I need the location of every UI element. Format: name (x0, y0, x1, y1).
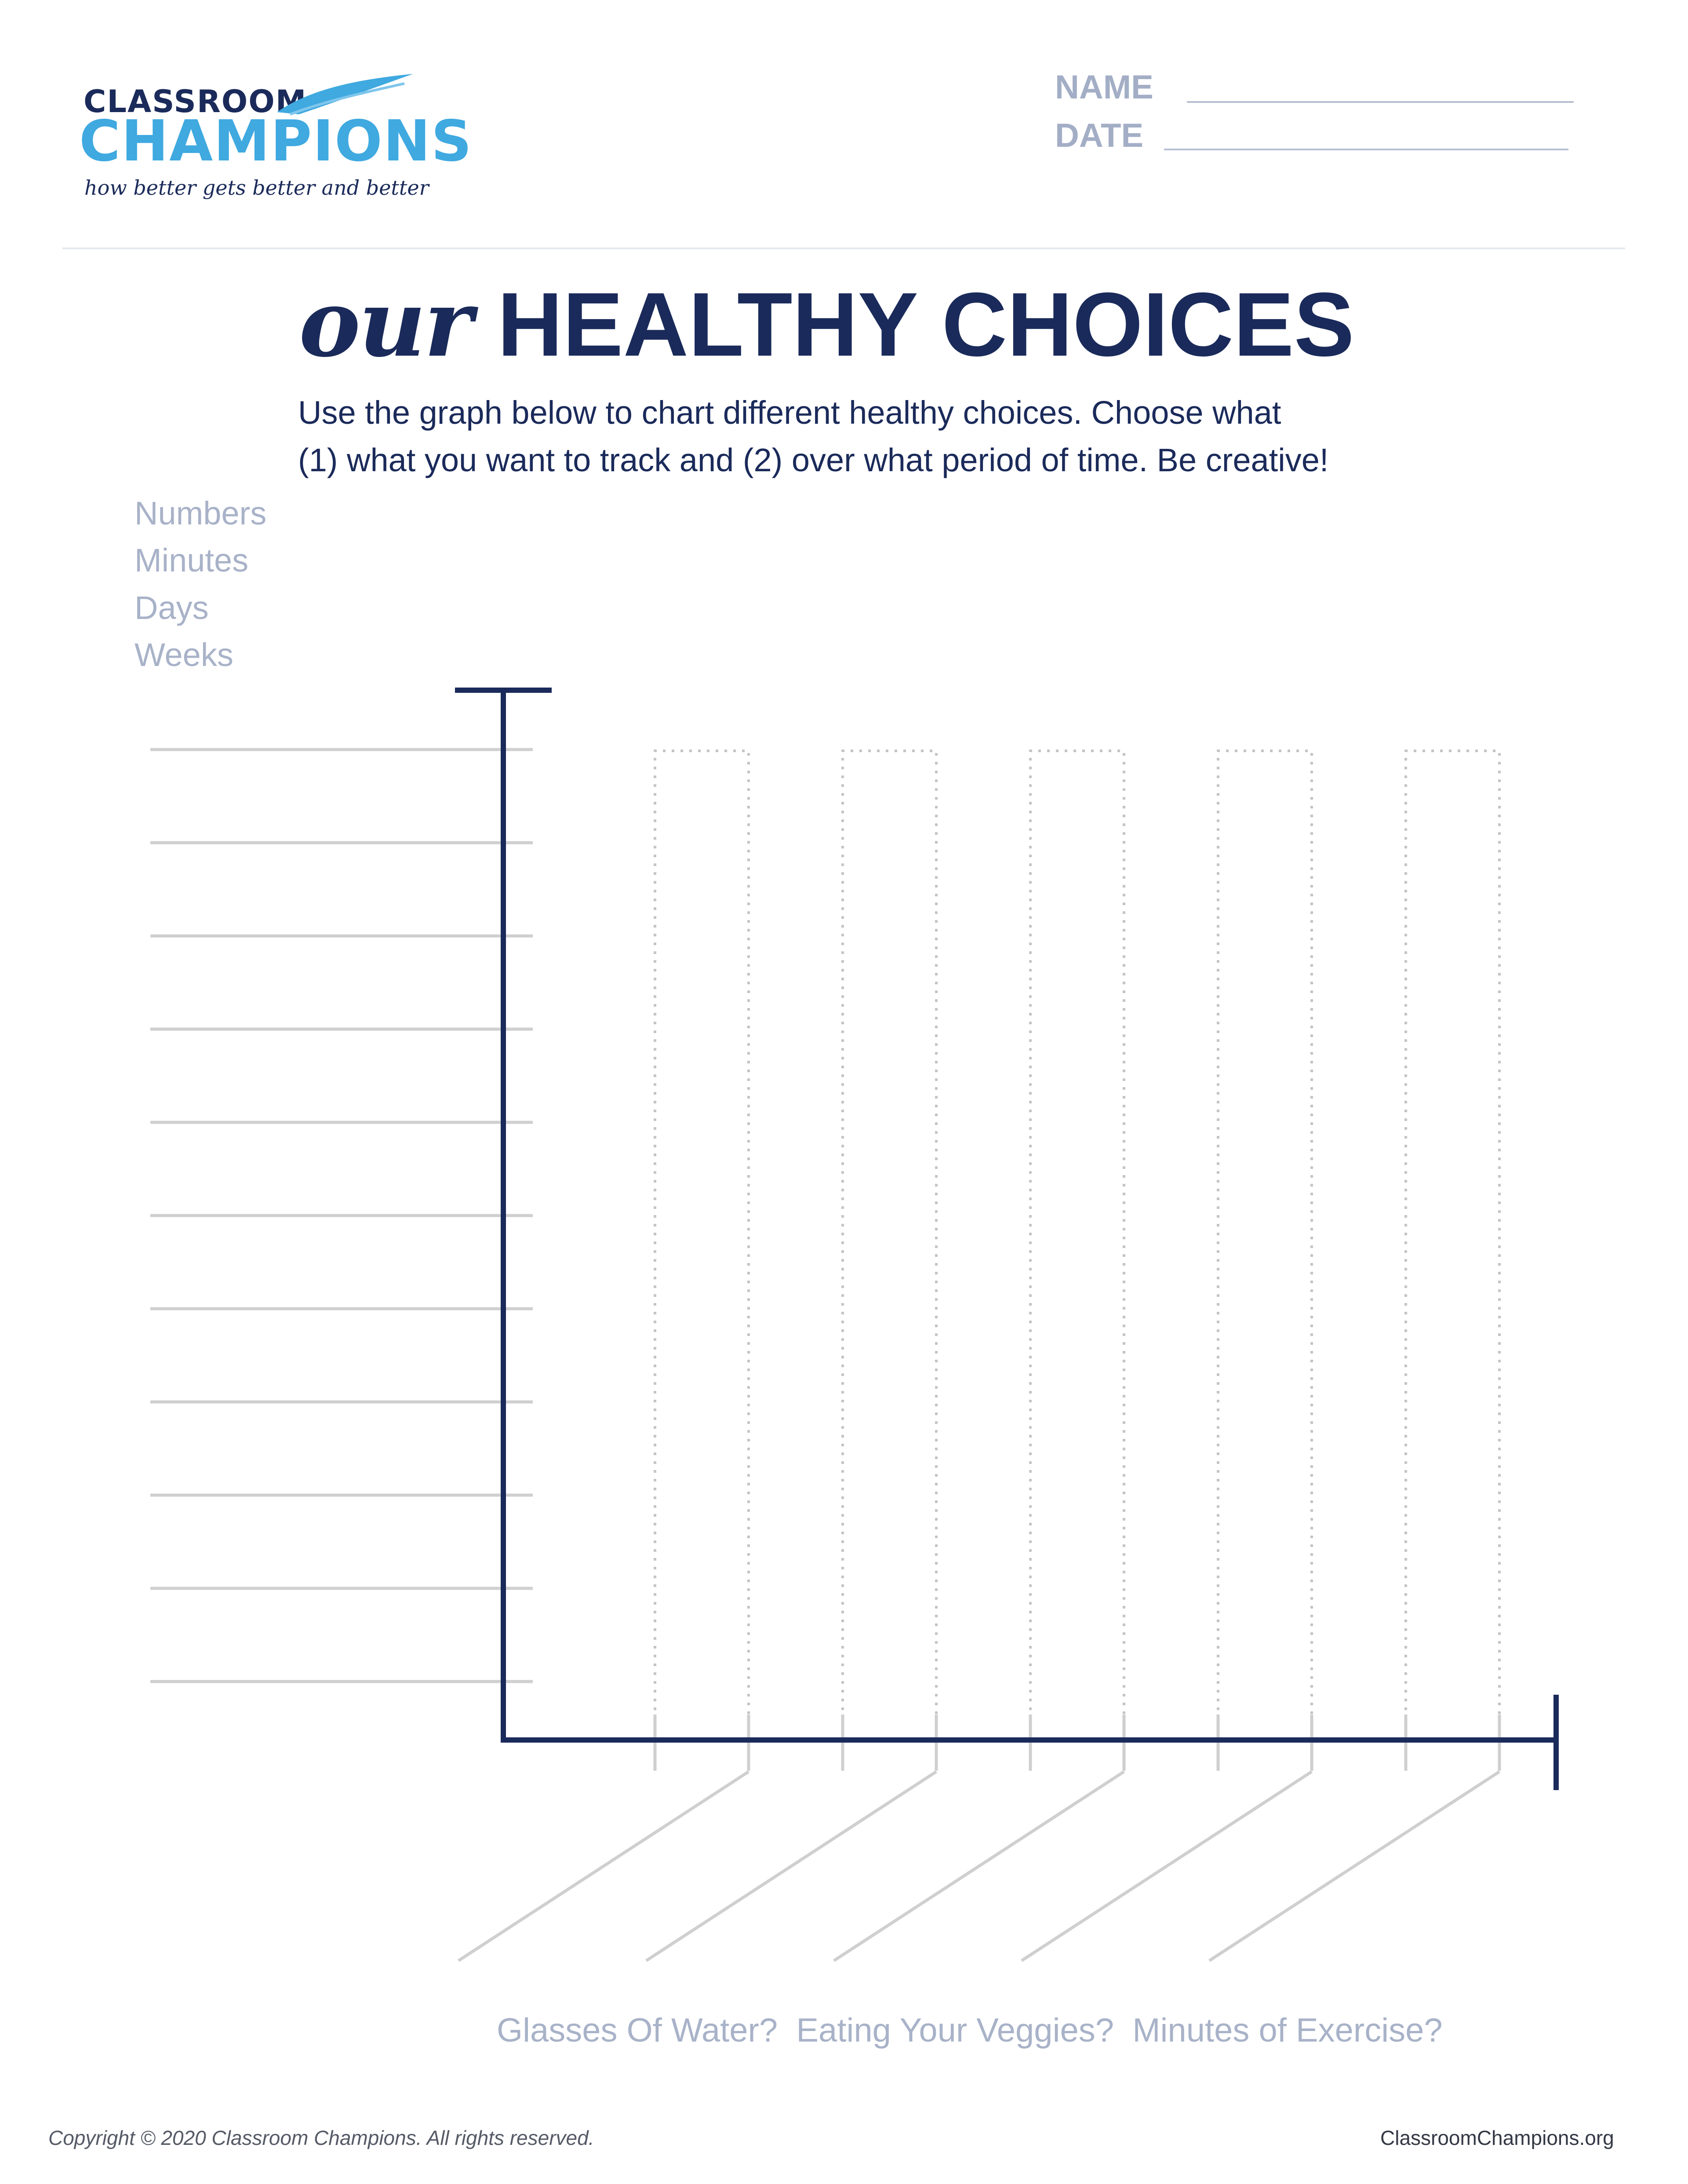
name-field-line[interactable] (1187, 101, 1574, 103)
example-prompts: Glasses Of Water? Eating Your Veggies? M… (497, 2012, 1443, 2049)
unit-option-weeks: Weeks (135, 637, 233, 673)
category-label-line[interactable] (833, 1770, 1125, 1962)
logo-tagline: how better gets better and better (84, 176, 429, 200)
instructions-line-1: Use the graph below to chart different h… (298, 394, 1281, 431)
unit-option-minutes: Minutes (135, 542, 249, 579)
value-label-lines (150, 748, 533, 1683)
instructions: Use the graph below to chart different h… (298, 389, 1661, 484)
instructions-line-2: (1) what you want to track and (2) over … (298, 442, 1329, 478)
date-label: DATE (1055, 117, 1144, 154)
bar-column[interactable] (841, 750, 938, 1736)
bar-column[interactable] (654, 750, 750, 1736)
bar-columns (654, 750, 1501, 1736)
bar-column[interactable] (1029, 750, 1125, 1736)
category-label-line[interactable] (1208, 1770, 1500, 1962)
page-title: our HEALTHY CHOICES (299, 269, 1354, 378)
category-label-line[interactable] (1021, 1770, 1313, 1962)
bar-column[interactable] (1217, 750, 1313, 1736)
logo-classroom-text: CLASSROOM (84, 84, 307, 120)
bar-column[interactable] (1404, 750, 1501, 1736)
category-label-lines (458, 1770, 1500, 1962)
category-label-line[interactable] (645, 1770, 937, 1962)
logo-champions-text: CHAMPIONS (79, 109, 473, 174)
unit-option-numbers: Numbers (135, 495, 267, 531)
category-label-line[interactable] (458, 1770, 749, 1962)
title-emphasis: our (299, 269, 473, 378)
name-label: NAME (1055, 69, 1153, 106)
logo-swoosh-icon (277, 74, 413, 116)
website-link[interactable]: ClassroomChampions.org (1380, 2126, 1614, 2149)
date-field-line[interactable] (1164, 149, 1568, 150)
header-divider (62, 248, 1625, 249)
unit-option-days: Days (135, 590, 209, 626)
title-main: HEALTHY CHOICES (497, 274, 1354, 375)
copyright: Copyright © 2020 Classroom Champions. Al… (48, 2126, 594, 2149)
